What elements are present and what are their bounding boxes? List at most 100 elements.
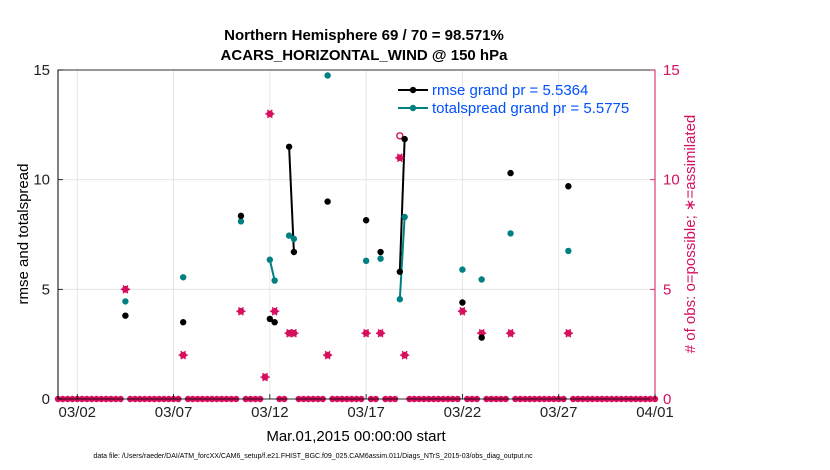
- rmse-point: [362, 217, 370, 224]
- rmse-point: [122, 312, 129, 319]
- axis-ticks: 03/02 03/07 03/12 03/17 03/22 03/27 04/0105101…: [33, 62, 679, 421]
- nobs-assimilated-point: [395, 153, 405, 163]
- legend-rmse-marker: [409, 86, 417, 94]
- nobs-assimilated-point: [361, 328, 371, 338]
- x-axis-label: Mar.01,2015 00:00:00 start: [266, 428, 446, 445]
- x-tick-label: 03/12: [251, 404, 289, 421]
- totalspread-point: [290, 235, 298, 243]
- rmse-point: [401, 135, 408, 143]
- nobs-possible-point: [396, 132, 404, 140]
- nobs-assimilated-spoke: [291, 328, 297, 338]
- x-tick-label: 04/01: [636, 404, 674, 421]
- nobs-assimilated-spoke: [565, 328, 572, 338]
- x-tick-label: 03/02: [58, 404, 96, 421]
- nobs-assimilated-spoke: [262, 372, 268, 382]
- nobs-assimilated-point: [563, 328, 573, 338]
- y-tick-label-left: 10: [33, 172, 50, 189]
- nobs-assimilated-spoke: [271, 306, 278, 316]
- y-tick-label-right: 5: [663, 281, 671, 298]
- nobs-assimilated-point: [505, 328, 516, 338]
- legend-rmse-label: rmse grand pr = 5.5364: [432, 82, 588, 99]
- nobs-assimilated-point: [375, 328, 386, 338]
- rmse-point: [266, 315, 274, 323]
- totalspread-point: [237, 218, 245, 225]
- nobs-assimilated-point: [400, 350, 410, 360]
- x-tick-label: 03/22: [444, 404, 482, 421]
- rmse-point: [285, 143, 293, 150]
- nobs-assimilated-point: [284, 328, 294, 338]
- y-tick-label-right: 15: [663, 62, 680, 79]
- totalspread-point: [396, 296, 404, 303]
- y-tick-label-left: 5: [42, 281, 50, 298]
- nobs-assimilated-point: [289, 328, 299, 338]
- y-tick-label-left: 0: [42, 391, 50, 408]
- rmse-point: [290, 248, 298, 256]
- chart-title-line2: ACARS_HORIZONTAL_WIND @ 150 hPa: [221, 47, 509, 64]
- rmse-point: [396, 268, 404, 275]
- totalspread-point: [271, 277, 278, 284]
- y-axis-label-left: rmse and totalspread: [15, 164, 32, 305]
- totalspread-point: [324, 72, 331, 79]
- rmse-point: [459, 299, 466, 306]
- legend-spread-marker: [409, 104, 417, 112]
- chart-title-line1: Northern Hemisphere 69 / 70 = 98.571%: [224, 27, 504, 44]
- totalspread-point: [179, 274, 187, 281]
- data-file-footer: data file: /Users/raeder/DAI/ATM_forcXX/…: [93, 453, 533, 460]
- y-axis-label-right: # of obs: o=possible; ∗=assimilated: [682, 115, 699, 354]
- totalspread-point: [507, 230, 514, 237]
- nobs-assimilated-spoke: [266, 109, 273, 119]
- series-lines: [268, 139, 406, 324]
- totalspread-segment: [398, 216, 406, 300]
- y-tick-label-right: 10: [663, 172, 680, 189]
- rmse-point: [179, 319, 187, 326]
- nobs-assimilated-point: [120, 284, 131, 294]
- nobs-assimilated-point: [260, 372, 270, 382]
- series-points: [120, 72, 573, 382]
- rmse-point: [507, 169, 514, 177]
- plot-frame: [57, 69, 656, 400]
- nobs-assimilated-point: [178, 350, 188, 360]
- rmse-point: [271, 319, 278, 326]
- nobs-assimilated-spoke: [324, 350, 331, 360]
- rmse-segment: [288, 146, 295, 253]
- totalspread-point: [285, 232, 293, 239]
- x-tick-label: 03/17: [347, 404, 385, 421]
- nobs-assimilated-point: [457, 306, 468, 316]
- nobs-assimilated-point: [236, 306, 246, 316]
- nobs-assimilated-point: [323, 350, 333, 360]
- rmse-point: [324, 198, 331, 205]
- totalspread-point: [459, 266, 466, 273]
- nobs-assimilated-spoke: [507, 328, 514, 338]
- totalspread-point: [362, 257, 370, 265]
- grid-lines: [58, 69, 656, 400]
- rmse-point: [565, 183, 572, 190]
- nobs-assimilated-spoke: [286, 328, 293, 338]
- nobs-assimilated-point: [270, 306, 280, 316]
- rmse-segment: [398, 139, 406, 272]
- y-tick-label-left: 15: [33, 62, 50, 79]
- totalspread-point: [122, 298, 129, 305]
- legend: rmse grand pr = 5.5364 totalspread grand…: [398, 82, 629, 117]
- nobs-assimilated-spoke: [377, 328, 384, 338]
- totalspread-point: [478, 276, 485, 283]
- nobs-assimilated-spoke: [122, 284, 129, 294]
- totalspread-point: [565, 247, 572, 255]
- nobs-assimilated-spoke: [459, 306, 466, 316]
- x-tick-label: 03/07: [155, 404, 193, 421]
- totalspread-point: [401, 213, 408, 221]
- nobs-assimilated-spoke: [396, 153, 403, 163]
- rmse-point: [377, 248, 384, 256]
- nobs-assimilated-spoke: [238, 306, 244, 316]
- legend-spread-label: totalspread grand pr = 5.5775: [432, 100, 629, 117]
- x-tick-label: 03/27: [540, 404, 578, 421]
- nobs-assimilated-point: [265, 109, 275, 119]
- nobs-assimilated-spoke: [180, 350, 187, 360]
- totalspread-point: [377, 255, 384, 262]
- totalspread-point: [266, 256, 274, 263]
- rmse-point: [237, 212, 245, 220]
- totalspread-segment: [268, 259, 276, 281]
- y-tick-label-right: 0: [663, 391, 671, 408]
- nobs-assimilated-spoke: [401, 350, 408, 360]
- rmse-point: [478, 334, 485, 341]
